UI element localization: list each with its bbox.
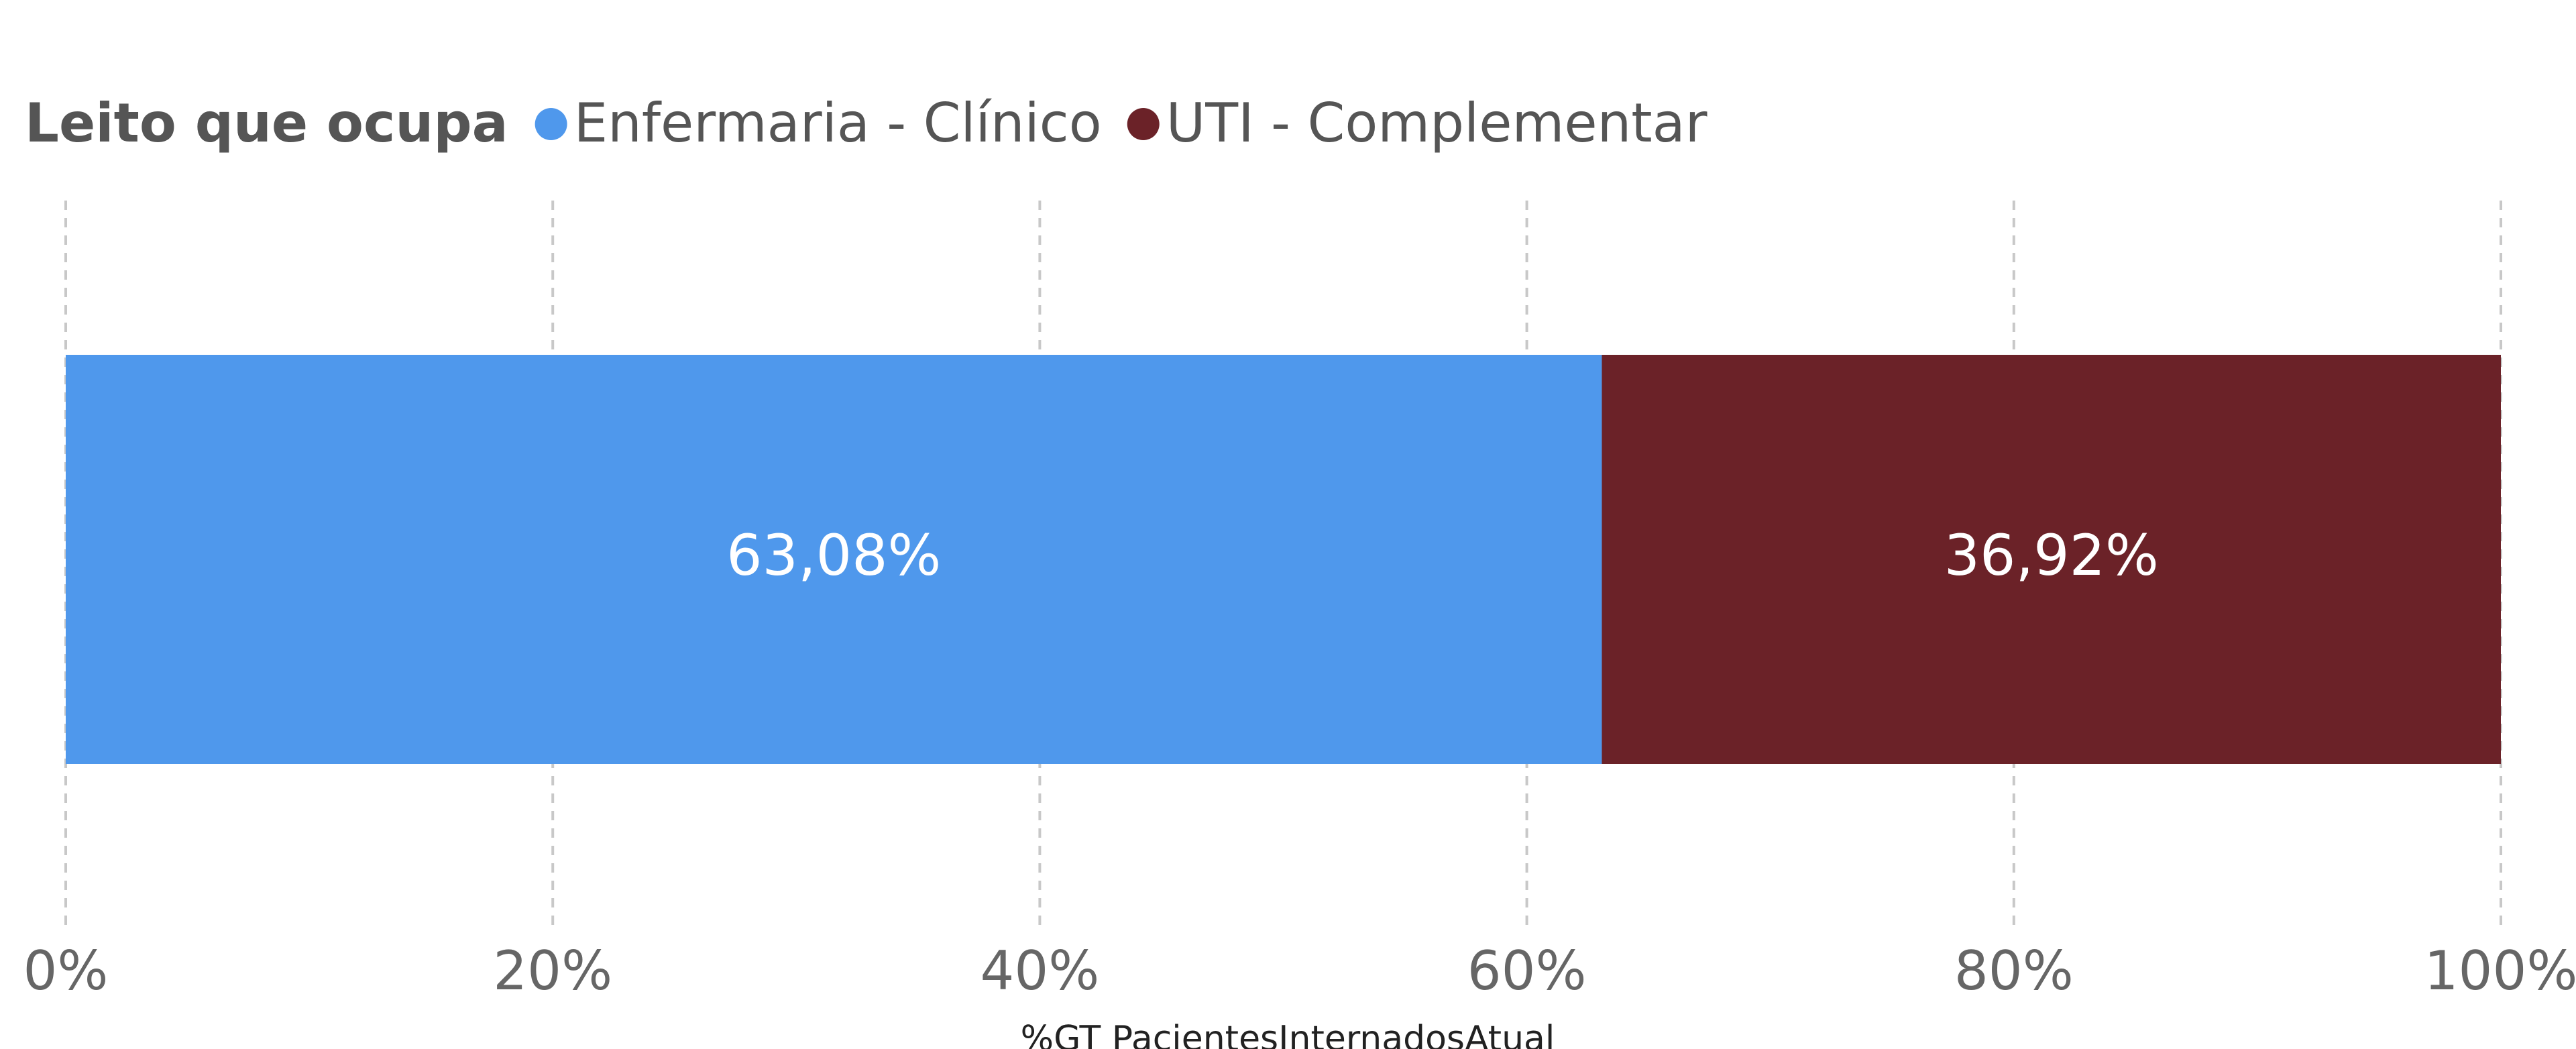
legend-label: UTI - Complementar [1166, 92, 1707, 154]
x-tick-label: 60% [1467, 940, 1587, 1002]
x-tick-label: 40% [980, 940, 1099, 1002]
legend-marker [535, 108, 567, 140]
x-axis-title: %GT PacientesInternadosAtual [1021, 1019, 1555, 1049]
data-label: 63,08% [726, 522, 941, 588]
x-tick-label: 0% [23, 940, 109, 1002]
legend-title: Leito que ocupa [25, 92, 508, 154]
data-label: 36,92% [1944, 522, 2159, 588]
bar-segment [66, 355, 1602, 764]
legend-marker [1127, 108, 1160, 140]
x-tick-label: 20% [493, 940, 612, 1002]
bar-segment [1602, 355, 2501, 764]
x-tick-label: 100% [2424, 940, 2576, 1002]
legend-label: Enfermaria - Clínico [574, 92, 1102, 154]
x-tick-label: 80% [1954, 940, 2074, 1002]
